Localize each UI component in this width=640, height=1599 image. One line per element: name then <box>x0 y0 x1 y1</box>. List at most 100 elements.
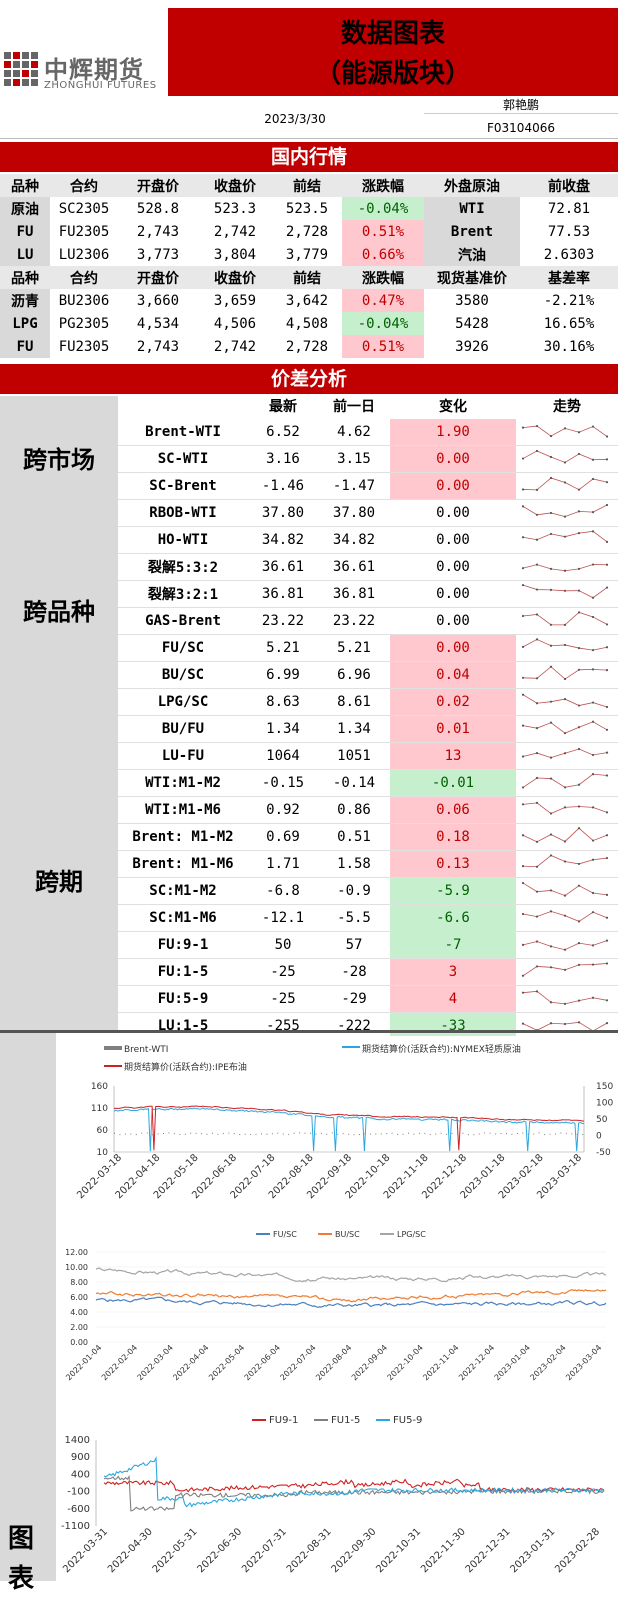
y-tick-label: 160 <box>91 1082 108 1092</box>
x-tick-label: 2022-06-04 <box>243 1343 282 1382</box>
spread-name: LPG/SC <box>118 688 248 716</box>
spread-value: 0.51 <box>318 823 390 851</box>
spread-value: 6.96 <box>318 661 390 689</box>
spread-change: 0.04 <box>390 661 516 689</box>
spread-name: SC-WTI <box>118 445 248 473</box>
sparkline-icon <box>521 747 609 759</box>
spread-row: LU-FU 1064 1051 13 <box>118 742 618 770</box>
x-tick-label: 2023-01-31 <box>509 1526 558 1575</box>
header-cell: 开盘价 <box>118 174 198 197</box>
spread-name: FU:9-1 <box>118 931 248 959</box>
analyst-name: 郭艳鹏 <box>424 96 618 114</box>
sparkline-icon <box>521 939 609 951</box>
x-tick-label: 2022-03-31 <box>61 1526 110 1575</box>
cell: 3,659 <box>213 292 257 309</box>
title-line-2: （能源版块） <box>314 59 471 89</box>
cell: 3,779 <box>285 246 329 263</box>
y-tick-label: 10 <box>97 1148 109 1158</box>
table-row: 原油 SC2305 528.8 523.3 523.5 -0.04% WTI 7… <box>0 197 618 220</box>
x-tick-label: 2022-09-30 <box>330 1526 379 1575</box>
sparkline-icon <box>521 503 609 518</box>
sparkline-icon <box>521 611 609 626</box>
spread-row: FU:9-1 50 57 -7 <box>118 931 618 959</box>
spread-value: 0.69 <box>248 823 318 851</box>
cell: 528.8 <box>136 200 180 217</box>
header-cell: 前结 <box>272 174 342 197</box>
y-tick-label: 4.00 <box>70 1308 88 1317</box>
x-tick-label: 2022-12-31 <box>464 1526 513 1575</box>
cell: FU <box>0 220 50 243</box>
chart-fu-spreads: FU9-1 FU1-5 FU5-9 1400 900 400 -100 -600 -1100 20… <box>56 1408 618 1581</box>
market-header-row-2: 品种 合约 开盘价 收盘价 前结 涨跌幅 现货基准价 基差率 <box>0 266 618 289</box>
y-tick-label: 110 <box>91 1104 108 1114</box>
chart-ratio-sc-svg: FU/SC BU/SC LPG/SC 12.00 10.00 8.00 6.00 4.00 2.… <box>64 1230 607 1382</box>
spread-change: 0.00 <box>390 526 516 554</box>
sparkline-icon <box>521 720 609 735</box>
spread-value: 1.71 <box>248 850 318 878</box>
spread-change: 3 <box>390 958 516 986</box>
legend-label: LPG/SC <box>397 1230 426 1239</box>
sparkline-icon <box>521 424 609 438</box>
spread-name: GAS-Brent <box>118 607 248 635</box>
cell: 3,660 <box>136 292 180 309</box>
table-row: FU FU2305 2,743 2,742 2,728 0.51% Brent … <box>0 220 618 243</box>
trend-sparkline <box>516 769 618 797</box>
cell: 2,742 <box>213 223 257 240</box>
cell: 2,728 <box>285 338 329 355</box>
legend-label: 期货结算价(活跃合约):NYMEX轻质原油 <box>362 1043 521 1055</box>
x-tick-label: 2023-02-04 <box>528 1343 567 1382</box>
spread-name: SC:M1-M2 <box>118 877 248 905</box>
x-tick-label: 2022-07-31 <box>240 1526 289 1575</box>
table-row: FU FU2305 2,743 2,742 2,728 0.51% 3926 3… <box>0 335 618 358</box>
spread-change: 0.13 <box>390 850 516 878</box>
y-tick-label: 100 <box>596 1099 613 1109</box>
header-cell: 品种 <box>0 266 50 289</box>
spread-row: Brent: M1-M2 0.69 0.51 0.18 <box>118 823 618 851</box>
spread-value: 37.80 <box>248 499 318 527</box>
y-tick-label: 1400 <box>65 1435 90 1446</box>
spread-change: 0.00 <box>390 580 516 608</box>
cell: 原油 <box>0 197 50 220</box>
spread-table: Brent-WTI 6.52 4.62 1.90 SC-WTI 3.16 3.15 0.00 S… <box>118 419 618 1121</box>
trend-sparkline <box>516 580 618 608</box>
spread-name: SC-Brent <box>118 472 248 500</box>
x-tick-label: 2022-11-04 <box>421 1343 460 1382</box>
trend-sparkline <box>516 499 618 527</box>
spread-name: LU:1-5 <box>118 1012 248 1040</box>
table-row: LU LU2306 3,773 3,804 3,779 0.66% 汽油 2.6… <box>0 243 618 266</box>
spread-value: -0.14 <box>318 769 390 797</box>
series-line <box>95 1296 607 1308</box>
header-cell: 基差率 <box>520 266 618 289</box>
x-tick-label: 2022-01-04 <box>64 1343 103 1382</box>
change-cell: 0.51% <box>342 220 424 243</box>
spread-value: 57 <box>318 931 390 959</box>
spread-value: -0.9 <box>318 877 390 905</box>
header-previous: 前一日 <box>333 399 375 415</box>
spread-row: BU/FU 1.34 1.34 0.01 <box>118 715 618 743</box>
x-tick-label: 2022-10-04 <box>386 1343 425 1382</box>
spread-name: WTI:M1-M6 <box>118 796 248 824</box>
series-line-ipe <box>113 1105 585 1151</box>
sparkline-icon <box>521 827 609 843</box>
trend-sparkline <box>516 985 618 1013</box>
header-cell: 外盘原油 <box>424 174 520 197</box>
spread-name: WTI:M1-M2 <box>118 769 248 797</box>
spread-value: -29 <box>318 985 390 1013</box>
series-line <box>95 1267 607 1283</box>
spread-value: -0.15 <box>248 769 318 797</box>
legend-label: FU1-5 <box>331 1415 360 1426</box>
spread-change: -0.01 <box>390 769 516 797</box>
spread-change: -6.6 <box>390 904 516 932</box>
change-cell: 0.47% <box>342 289 424 312</box>
cell: 3,773 <box>136 246 180 263</box>
sparkline-icon <box>521 530 609 543</box>
spread-value: 5.21 <box>248 634 318 662</box>
spread-value: -1.47 <box>318 472 390 500</box>
cell: 3926 <box>455 338 489 355</box>
spread-change: -5.9 <box>390 877 516 905</box>
group-cross-product: 跨品种 <box>23 597 95 626</box>
change-cell: -0.04% <box>342 197 424 220</box>
series-line <box>95 1288 607 1303</box>
spread-row: 裂解3:2:1 36.81 36.81 0.00 <box>118 580 618 608</box>
spread-row: WTI:M1-M6 0.92 0.86 0.06 <box>118 796 618 824</box>
